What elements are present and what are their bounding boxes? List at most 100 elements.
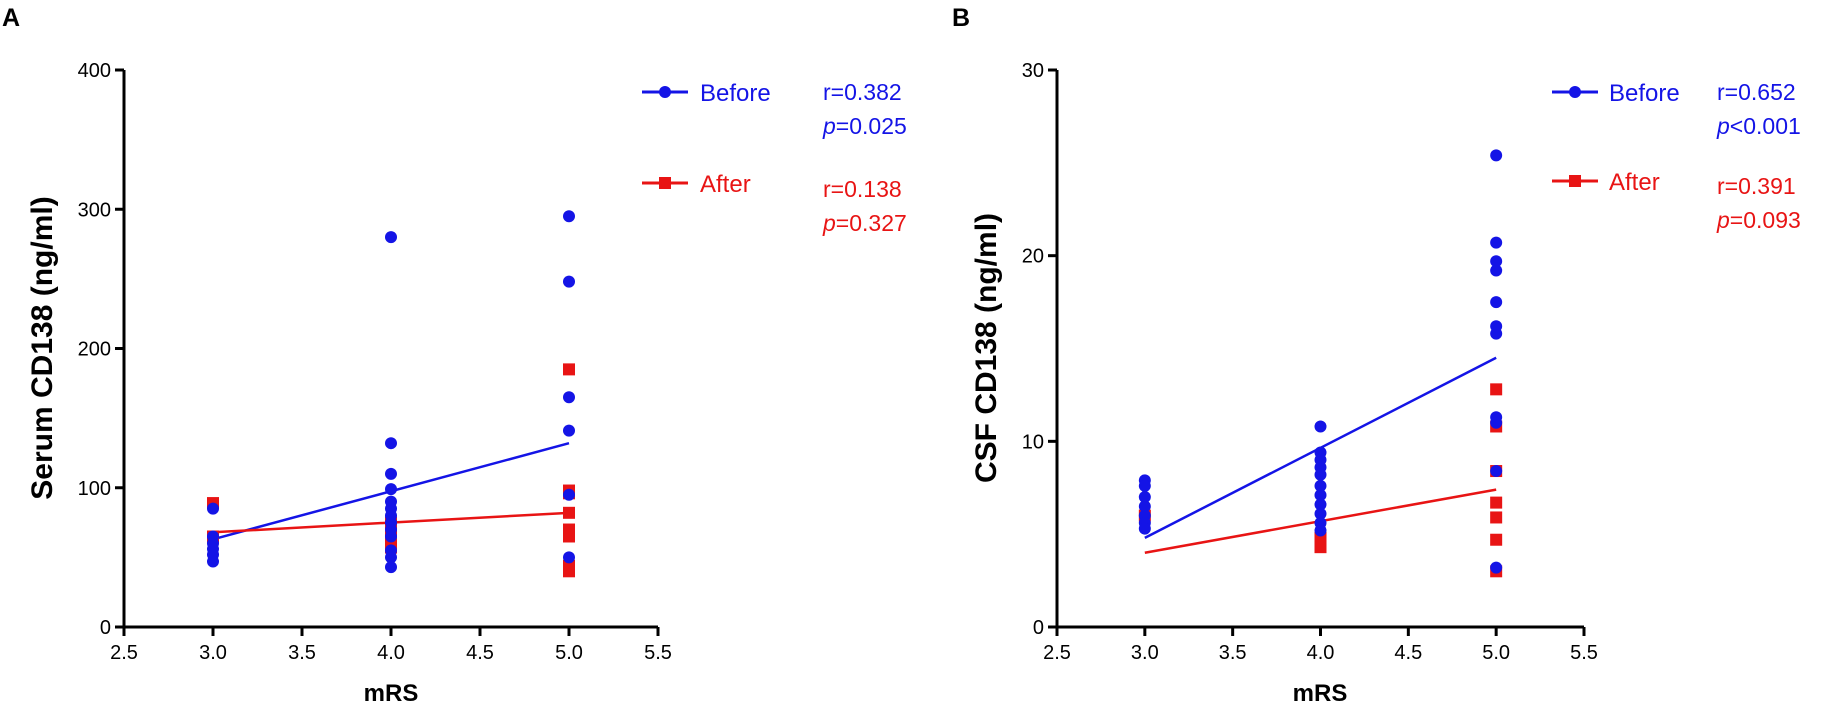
x-tick-label: 4.0 <box>1307 642 1335 664</box>
point-after <box>1490 383 1503 396</box>
stat-p-before: p<0.001 <box>1716 113 1801 139</box>
point-after <box>1490 496 1503 509</box>
stats-before: r=0.652 p<0.001 <box>1716 79 1801 139</box>
point-after <box>563 530 575 543</box>
point-before <box>385 483 397 496</box>
x-tick-label: 4.0 <box>377 642 405 664</box>
legend-after-label: After <box>700 171 751 198</box>
x-axis-title: mRS <box>364 680 419 707</box>
point-before <box>563 424 575 437</box>
y-tick-label: 200 <box>78 339 111 361</box>
point-before <box>1138 522 1151 535</box>
point-before <box>563 488 575 501</box>
x-tick-label: 3.5 <box>1219 642 1247 664</box>
point-before <box>385 231 397 244</box>
stat-p-before: p=0.025 <box>822 113 907 139</box>
legend-after-label: After <box>1609 169 1660 196</box>
point-before <box>1138 479 1151 492</box>
point-before <box>1314 479 1327 492</box>
y-tick-label: 0 <box>100 617 111 639</box>
point-after <box>1314 541 1327 554</box>
y-ticks: 0 100 200 300 400 <box>78 60 124 639</box>
point-after <box>1490 533 1503 546</box>
point-after <box>563 565 575 578</box>
stat-r-after: r=0.391 <box>1717 173 1796 199</box>
point-before <box>1314 498 1327 511</box>
data-points <box>207 210 575 578</box>
point-before <box>563 551 575 564</box>
point-before <box>1314 468 1327 481</box>
point-before <box>1490 264 1503 277</box>
x-tick-label: 2.5 <box>110 642 138 664</box>
panel-b: B 0 10 20 30 2.5 3.0 3.5 4.0 4.5 5.0 5.5 CSF CD13… <box>952 4 1801 707</box>
point-before <box>1490 236 1503 249</box>
y-tick-label: 10 <box>1022 431 1044 453</box>
legend: Before After <box>642 80 771 198</box>
point-before <box>385 530 397 543</box>
y-tick-label: 30 <box>1022 60 1044 82</box>
point-before <box>1314 524 1327 537</box>
point-before <box>563 275 575 288</box>
x-tick-label: 5.0 <box>1482 642 1510 664</box>
y-tick-label: 20 <box>1022 246 1044 268</box>
point-before <box>563 210 575 223</box>
point-before <box>207 555 219 568</box>
stat-p-after: p=0.093 <box>1716 207 1801 233</box>
point-before <box>1490 296 1503 309</box>
x-tick-label: 2.5 <box>1043 642 1071 664</box>
point-before <box>1138 491 1151 504</box>
stats-before: r=0.382 p=0.025 <box>822 79 907 139</box>
legend-before-label: Before <box>1609 80 1680 107</box>
point-before <box>1138 500 1151 513</box>
y-tick-label: 400 <box>78 60 111 82</box>
y-ticks: 0 10 20 30 <box>1022 60 1057 639</box>
legend-after-marker <box>1569 175 1581 187</box>
point-before <box>1314 420 1327 433</box>
point-before <box>1490 327 1503 340</box>
point-after <box>563 363 575 376</box>
x-ticks: 2.5 3.0 3.5 4.0 4.5 5.0 5.5 <box>110 627 672 664</box>
point-before <box>1490 149 1503 162</box>
point-before <box>385 561 397 574</box>
y-tick-label: 300 <box>78 199 111 221</box>
point-before <box>1314 489 1327 502</box>
stats-after: r=0.391 p=0.093 <box>1716 173 1801 233</box>
point-before <box>1490 465 1503 478</box>
point-before <box>1314 507 1327 520</box>
x-tick-label: 3.5 <box>288 642 316 664</box>
point-before <box>385 437 397 450</box>
point-before <box>1490 416 1503 429</box>
legend-before-marker <box>659 86 671 98</box>
x-tick-label: 5.5 <box>1570 642 1598 664</box>
point-before <box>207 502 219 515</box>
x-tick-label: 4.5 <box>466 642 494 664</box>
x-tick-label: 5.0 <box>555 642 583 664</box>
panel-a: A 0 100 200 300 400 2.5 3.0 3.5 4.0 4.5 5.0 5.5 Se… <box>2 4 907 707</box>
stat-r-before: r=0.382 <box>823 79 902 105</box>
x-axis-title: mRS <box>1293 680 1348 707</box>
legend-before-label: Before <box>700 80 771 107</box>
x-tick-label: 3.0 <box>199 642 227 664</box>
x-tick-label: 4.5 <box>1394 642 1422 664</box>
y-axis-title: Serum CD138 (ng/ml) <box>26 196 59 499</box>
y-tick-label: 0 <box>1033 617 1044 639</box>
legend-before-marker <box>1569 86 1581 98</box>
point-before <box>1490 255 1503 268</box>
point-before <box>385 467 397 480</box>
y-axis-title: CSF CD138 (ng/ml) <box>970 213 1003 483</box>
stat-r-before: r=0.652 <box>1717 79 1796 105</box>
panel-letter-b: B <box>952 4 970 32</box>
panel-letter-a: A <box>2 4 20 32</box>
point-before <box>385 551 397 564</box>
legend-after-marker <box>659 177 671 189</box>
stats-after: r=0.138 p=0.327 <box>822 176 907 236</box>
point-before <box>1490 561 1503 574</box>
y-tick-label: 100 <box>78 478 111 500</box>
point-after <box>563 506 575 519</box>
x-tick-label: 5.5 <box>644 642 672 664</box>
point-after <box>1490 511 1503 524</box>
legend: Before After <box>1552 80 1680 196</box>
stat-p-after: p=0.327 <box>822 210 907 236</box>
data-points <box>1138 149 1503 578</box>
